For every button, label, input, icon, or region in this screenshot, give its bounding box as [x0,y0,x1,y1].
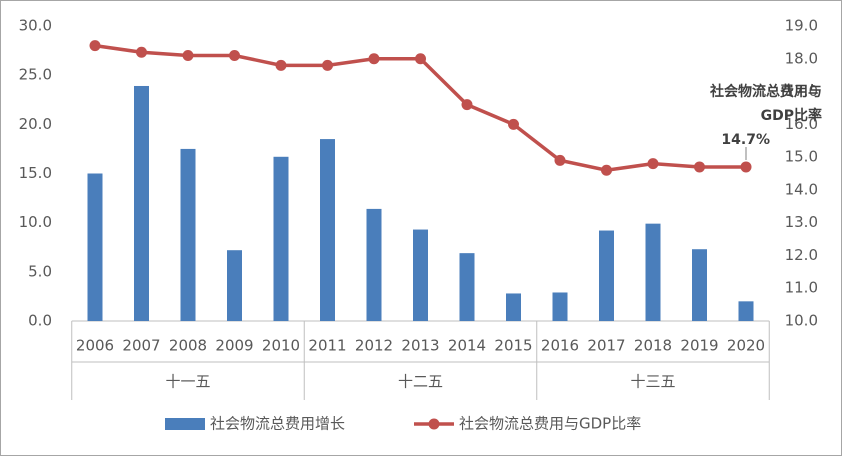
x-tick-label: 2013 [401,337,439,355]
bar [180,148,196,321]
y-tick-label: 20.0 [19,115,52,133]
line-marker [368,53,380,65]
line-marker [508,118,519,130]
line-marker [136,46,147,58]
bar [506,293,521,321]
group-label: 十三五 [630,373,675,391]
y2-tick-label: 10.0 [785,312,818,330]
legend-label: 社会物流总费用增长 [210,415,345,433]
y2-tick-label: 13.0 [785,213,818,231]
bar [692,249,707,321]
x-tick-label: 2012 [355,337,393,355]
bar [552,292,568,321]
x-tick-label: 2015 [494,337,532,355]
y2-tick-label: 11.0 [785,279,818,297]
y-tick-label: 15.0 [19,164,52,182]
x-tick-label: 2014 [448,337,486,355]
y2-tick-label: 19.0 [785,17,818,35]
x-tick-label: 2008 [169,337,207,355]
x-tick-label: 2020 [727,337,765,355]
bar [599,230,614,321]
x-tick-label: 2009 [215,337,253,355]
y-tick-label: 25.0 [19,66,52,84]
line-marker [554,154,566,166]
line-marker [461,99,473,111]
x-tick-label: 2007 [122,337,160,355]
line-marker [322,59,333,71]
group-label: 十二五 [398,373,443,391]
annotation: GDP比率 [761,107,822,124]
line-marker [601,164,612,176]
y2-tick-label: 12.0 [785,246,818,264]
x-tick-label: 2006 [76,337,114,355]
y2-tick-label: 17.0 [785,82,818,100]
bar [134,85,149,321]
line-marker [647,158,659,170]
bar [227,250,242,321]
legend-label: 社会物流总费用与GDP比率 [459,415,641,433]
legend-marker [428,418,440,430]
bar [413,229,428,321]
line-marker [415,53,426,65]
y2-tick-label: 18.0 [785,49,818,67]
y-tick-label: 0.0 [28,312,52,330]
x-tick-label: 2017 [587,337,625,355]
annotation: 社会物流总费用与 [709,83,822,100]
bar [320,139,335,321]
group-label: 十一五 [165,373,210,391]
x-tick-label: 2019 [680,337,718,355]
y2-tick-label: 15.0 [785,148,818,166]
bar [273,156,289,321]
y2-tick-label: 14.0 [785,180,818,198]
legend-swatch [165,418,205,430]
line-marker [229,50,240,61]
line-marker [275,59,287,71]
line-marker [740,161,752,173]
y-tick-label: 30.0 [19,17,52,35]
y2-tick-label: 16.0 [785,115,818,133]
x-tick-label: 2010 [262,337,300,355]
x-tick-label: 2011 [308,337,346,355]
bar [738,301,754,321]
bar [645,223,661,321]
line-marker [89,40,101,52]
bar [87,173,103,321]
y-tick-label: 10.0 [19,213,52,231]
bar [366,208,382,321]
y-tick-label: 5.0 [28,262,52,280]
bar [459,253,475,321]
value-label: 14.7% [721,132,770,148]
line-marker [182,50,194,61]
line-marker [694,161,705,173]
x-tick-label: 2016 [541,337,579,355]
x-tick-label: 2018 [634,337,672,355]
